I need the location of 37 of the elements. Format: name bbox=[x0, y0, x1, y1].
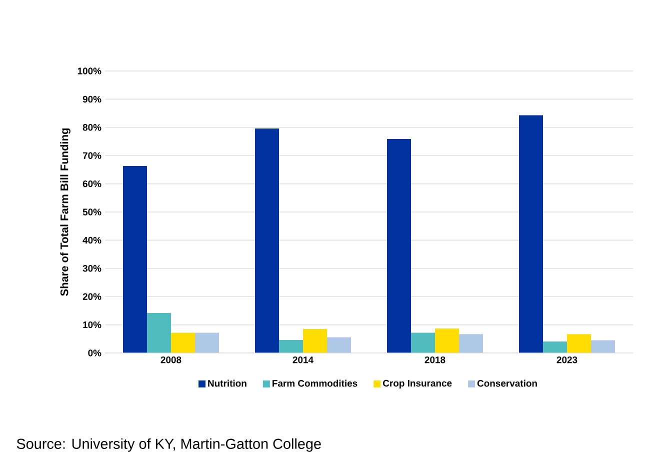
y-tick-label: 90% bbox=[82, 96, 102, 103]
bar bbox=[411, 332, 435, 353]
y-tick-label: 50% bbox=[82, 208, 102, 216]
legend-label: Crop Insurance bbox=[383, 380, 452, 388]
x-tick-label: 2023 bbox=[556, 356, 578, 364]
y-axis-title: Share of Total Farm Bill Funding bbox=[60, 128, 70, 296]
bar bbox=[591, 340, 615, 353]
y-tick-label: 0% bbox=[88, 350, 102, 356]
y-tick-label: 40% bbox=[82, 236, 102, 244]
bar bbox=[255, 128, 279, 353]
y-tick-label: 80% bbox=[82, 124, 102, 131]
legend-label: Conservation bbox=[477, 380, 537, 387]
source-note: Source: University of KY, Martin-Gatton College bbox=[16, 438, 321, 452]
bar bbox=[195, 332, 219, 353]
x-tick-label: 2008 bbox=[160, 356, 182, 364]
bar bbox=[387, 138, 411, 353]
bar bbox=[459, 334, 483, 353]
y-tick-label: 70% bbox=[82, 152, 102, 159]
bar bbox=[171, 332, 195, 353]
y-tick-label: 30% bbox=[82, 265, 102, 272]
bar bbox=[327, 337, 351, 353]
x-tick-label: 2018 bbox=[424, 356, 446, 364]
bar bbox=[279, 340, 303, 353]
y-tick-label: 20% bbox=[82, 293, 102, 300]
bar bbox=[543, 341, 567, 353]
bar bbox=[147, 312, 171, 353]
bar bbox=[435, 328, 459, 353]
legend-label: Farm Commodities bbox=[272, 380, 358, 387]
y-tick-label: 60% bbox=[82, 180, 102, 188]
y-tick-label: 10% bbox=[83, 321, 102, 328]
bar bbox=[303, 329, 327, 353]
bar bbox=[567, 334, 591, 353]
bar bbox=[123, 166, 147, 353]
bar bbox=[519, 115, 543, 353]
legend-label: Nutrition bbox=[208, 380, 246, 387]
y-tick-label: 100% bbox=[78, 68, 102, 74]
x-tick-label: 2014 bbox=[292, 356, 314, 364]
